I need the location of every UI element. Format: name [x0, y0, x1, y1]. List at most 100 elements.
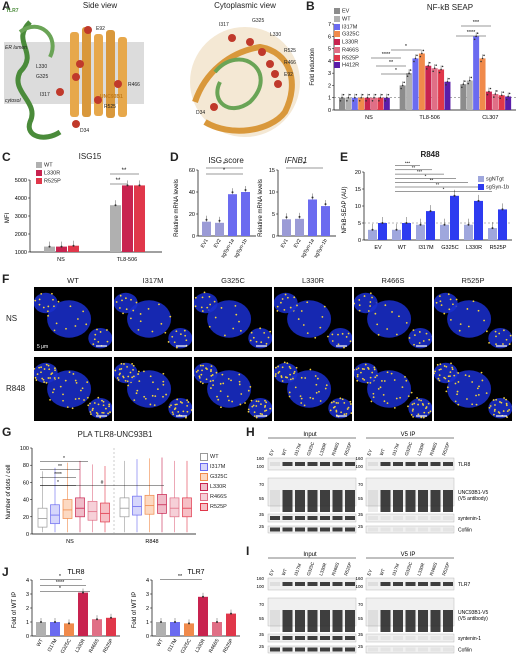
bar-sgNTgt-WT [392, 229, 401, 240]
pla-dot [477, 309, 480, 312]
y-tick-label: 10 [269, 190, 275, 196]
box-R466S-NS [87, 500, 98, 521]
pla-dot [264, 404, 267, 407]
y-tick-label: 0 [358, 238, 361, 244]
pla-dot [422, 416, 425, 419]
data-point [371, 99, 374, 102]
lane-label: R466S [429, 442, 438, 457]
band-label: syntenin-1 [458, 516, 481, 522]
pla-dot [489, 405, 492, 407]
pla-dot [468, 375, 471, 378]
pla-dot [361, 368, 364, 370]
y-axis-label: Number of dots / cell [6, 464, 12, 519]
pla-dot [198, 376, 201, 379]
pla-dot [505, 402, 508, 405]
y-tick-label: 5000 [15, 178, 27, 184]
blot-band [393, 647, 403, 652]
pla-dot [117, 379, 120, 381]
box-L330R-NS [75, 497, 85, 518]
mw-marker: 35 [358, 632, 364, 637]
lane-label: G325C [404, 441, 414, 457]
data-point [438, 71, 441, 74]
bar-EV-NS [339, 97, 345, 110]
lane-label: WT [379, 568, 386, 577]
blot-strip [365, 633, 455, 643]
blot-band [345, 647, 355, 652]
bar-I317M-NS [351, 97, 358, 110]
data-point [419, 223, 422, 226]
pla-dot [457, 372, 460, 374]
y-tick-label: 0 [328, 108, 331, 114]
bar-EV1 [202, 221, 211, 236]
x-tick-label: EV2 [213, 238, 223, 249]
pla-dot [175, 403, 178, 406]
pla-dot [137, 373, 140, 375]
pla-dot [330, 401, 333, 404]
data-point [494, 93, 497, 95]
panel-c-chart: 1000 2000 3000 4000 5000 MFI NS TL8-506 **** [5, 168, 162, 263]
pla-dot [47, 377, 50, 379]
pla-dot [476, 387, 479, 390]
blot-strip [365, 513, 455, 523]
nucleus [47, 370, 92, 408]
y-tick-label: 5 [328, 47, 331, 53]
pla-dot [40, 292, 43, 295]
blot-strip [365, 525, 455, 534]
bar-R466S [92, 619, 102, 636]
mw-marker: 100 [256, 464, 264, 469]
y-tick-label: 40 [23, 498, 29, 504]
pla-dot [499, 401, 501, 403]
data-point [425, 68, 428, 70]
pla-dot [115, 301, 118, 303]
pla-dot [136, 389, 139, 392]
data-point [448, 77, 450, 80]
bar-R466S [212, 622, 222, 636]
blot-band [307, 462, 318, 466]
y-tick-label: 3000 [15, 214, 27, 220]
panel-letter-h: H [246, 425, 255, 439]
pla-dot [450, 362, 452, 365]
pla-dot [390, 372, 393, 375]
data-point [427, 64, 430, 67]
legend-l330r: L330R [334, 39, 359, 47]
bar-sgNTgt-EV [368, 229, 377, 240]
pla-dot [77, 318, 79, 320]
pla-dot [144, 397, 147, 400]
pla-dot [158, 303, 160, 306]
pla-dot [315, 391, 318, 394]
y-tick-label: 0 [146, 634, 149, 640]
pla-dot [52, 298, 54, 301]
x-tick-label: G325C [441, 245, 458, 251]
nucleus [408, 328, 432, 349]
pla-dot [438, 295, 441, 298]
pla-dot [252, 336, 255, 339]
cyto-label-g325: G325 [252, 18, 265, 24]
pla-dot [422, 340, 425, 342]
pla-dot [208, 295, 211, 298]
pla-dot [47, 305, 50, 308]
bar-H412R-CL307 [505, 96, 512, 110]
pla-dot [418, 342, 421, 344]
pla-dot [169, 315, 172, 318]
pla-dot [423, 411, 426, 414]
pla-dot [162, 383, 165, 386]
data-point [486, 93, 489, 96]
nucleus [114, 292, 138, 314]
panel-g-chart: 0 20 40 60 80 100 Number of dots / cell NS R848 *… [6, 446, 196, 545]
pla-dot [181, 401, 183, 404]
micrograph-R848-WT [34, 357, 112, 421]
pla-dot [329, 409, 332, 412]
pla-dot [57, 377, 60, 379]
blot-band [295, 647, 305, 652]
data-point [114, 204, 117, 207]
pla-dot [80, 389, 82, 392]
pla-dot [257, 400, 260, 403]
blot-band [368, 610, 378, 632]
pla-dot [199, 364, 202, 367]
panel-e-legend: sgNTgt sgSyn-1b [478, 176, 509, 192]
pla-dot [369, 305, 371, 307]
pla-dot [444, 377, 447, 380]
pla-dot [333, 400, 335, 403]
blot-band [332, 610, 343, 632]
pla-dot [238, 320, 240, 323]
